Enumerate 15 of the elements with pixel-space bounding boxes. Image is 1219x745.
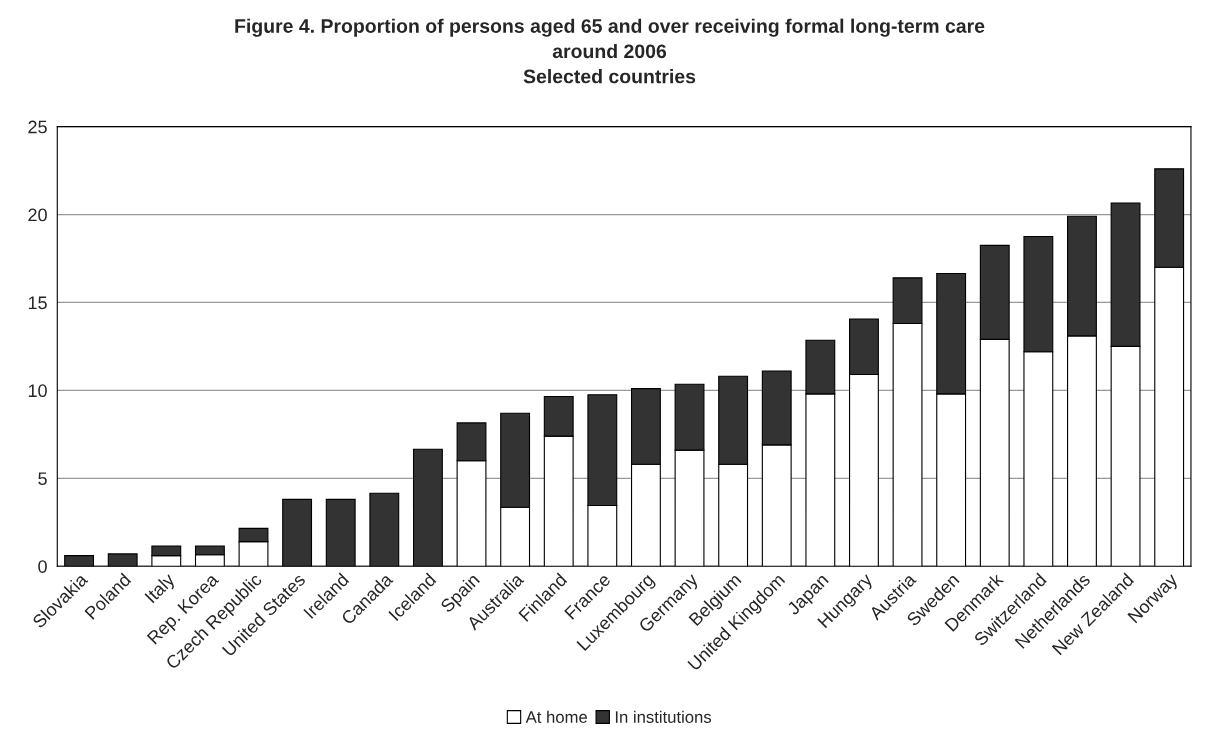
bar (282, 498, 313, 567)
legend-label: At home (525, 710, 587, 723)
y-tick-label: 10 (28, 384, 47, 398)
y-tick-label: 15 (28, 296, 47, 310)
y-tick-label: 20 (28, 208, 47, 222)
legend-label: In institutions (615, 710, 712, 723)
bar (107, 553, 138, 567)
chart-title: Figure 4. Proportion of persons aged 65 and over receiving formal long-term care around 2006 Selected countries (235, 18, 985, 84)
y-tick-label: 5 (38, 472, 47, 486)
y-tick-label: 0 (38, 560, 47, 573)
bar (325, 498, 356, 567)
y-tick-label: 25 (28, 120, 47, 134)
bar (412, 448, 443, 567)
bar (64, 555, 95, 567)
bar (369, 492, 400, 567)
